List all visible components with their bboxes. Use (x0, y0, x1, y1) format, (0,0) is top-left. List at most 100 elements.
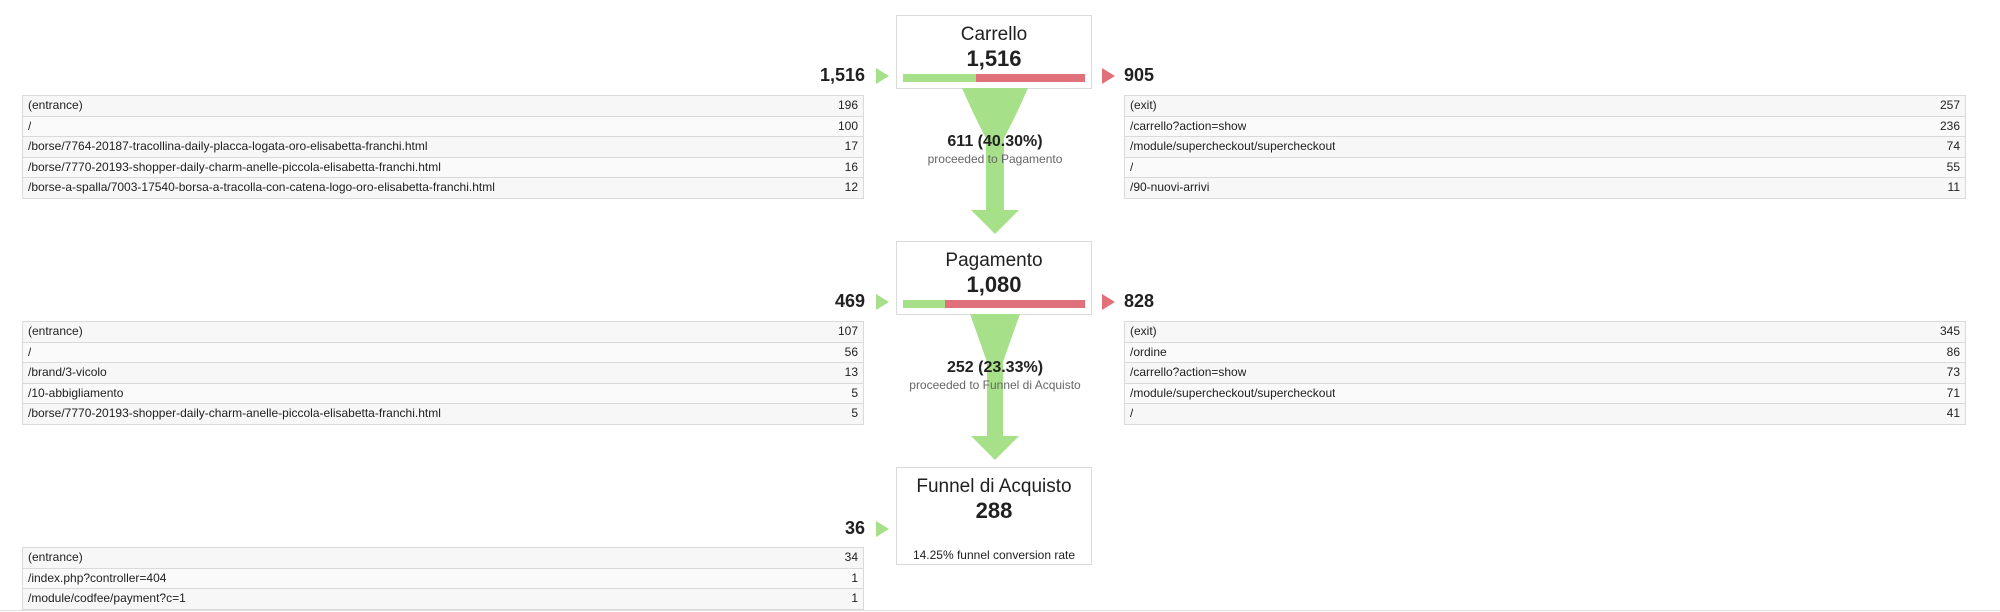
table-row[interactable]: / 100 (22, 116, 864, 138)
funnel-step-pagamento: Pagamento 1,080 (896, 241, 1092, 315)
page-path: /carrello?action=show (1130, 365, 1247, 380)
table-row[interactable]: /borse/7764-20187-tracollina-daily-placc… (22, 137, 864, 158)
page-path: /module/supercheckout/supercheckout (1130, 385, 1336, 400)
page-count: 41 (1946, 406, 1960, 421)
step-value: 1,080 (966, 272, 1022, 297)
flow-text-1: 611 (40.30%) proceeded to Pagamento (880, 132, 1110, 167)
page-path: / (1130, 159, 1134, 174)
entrance-table: (entrance) 107 / 56 /brand/3-vicolo 13 /10-… (22, 321, 864, 425)
entries-arrow-icon (876, 68, 889, 84)
table-row[interactable]: (exit) 345 (1124, 322, 1966, 343)
table-row[interactable]: /90-nuovi-arrivi 11 (1124, 178, 1966, 199)
table-row[interactable]: /ordine 86 (1124, 342, 1966, 364)
page-path: /module/codfee/payment?c=1 (28, 591, 186, 606)
table-row[interactable]: (entrance) 107 (22, 322, 864, 343)
table-row[interactable]: /borse/7770-20193-shopper-daily-charm-an… (22, 157, 864, 179)
table-row[interactable]: (entrance) 196 (22, 96, 864, 117)
exits-arrow-icon (1102, 68, 1115, 84)
entries-arrow-icon (876, 294, 889, 310)
page-path: / (28, 118, 32, 133)
exit-bar (976, 74, 1085, 82)
bottom-divider (0, 610, 2000, 611)
table-row[interactable]: /brand/3-vicolo 13 (22, 363, 864, 384)
table-row[interactable]: /borse-a-spalla/7003-17540-borsa-a-traco… (22, 178, 864, 199)
page-count: 55 (1946, 159, 1960, 174)
page-count: 1 (851, 591, 858, 606)
page-count: 345 (1939, 324, 1960, 338)
page-path: /10-abbigliamento (28, 385, 124, 400)
proceed-bar (903, 300, 946, 308)
table-row[interactable]: (entrance) 34 (22, 548, 864, 569)
page-path: /borse/7770-20193-shopper-daily-charm-an… (28, 406, 441, 421)
page-count: 5 (851, 406, 858, 421)
funnel-step-carrello: Carrello 1,516 (896, 15, 1092, 89)
conversion-rate: 14.25% funnel conversion rate (912, 548, 1076, 562)
page-path: (entrance) (28, 550, 83, 564)
funnel-step-funnel-di-acquisto: Funnel di Acquisto 288 14.25% funnel con… (896, 467, 1092, 565)
step-name: Carrello (960, 24, 1028, 45)
page-count: 257 (1939, 98, 1960, 112)
flow-shape (962, 88, 1028, 234)
table-row[interactable]: /carrello?action=show 236 (1124, 116, 1966, 138)
table-row[interactable]: /module/codfee/payment?c=1 1 (22, 589, 864, 610)
flow-text-2: 252 (23.33%) proceeded to Funnel di Acqu… (880, 358, 1110, 393)
flow-label: proceeded to Funnel di Acquisto (909, 378, 1081, 392)
page-path: /borse-a-spalla/7003-17540-borsa-a-traco… (28, 180, 495, 195)
page-count: 17 (844, 139, 858, 154)
page-count: 100 (837, 118, 858, 133)
page-path: / (1130, 406, 1134, 421)
entries-count: 36 (844, 518, 865, 538)
flow-shape (970, 314, 1020, 460)
table-row[interactable]: /10-abbigliamento 5 (22, 383, 864, 405)
flow-funnel-2 (970, 314, 1020, 460)
page-path: (entrance) (28, 98, 83, 112)
page-count: 5 (851, 385, 858, 400)
step-name: Funnel di Acquisto (916, 476, 1072, 497)
step-value: 1,516 (966, 46, 1022, 71)
page-path: /ordine (1130, 344, 1167, 359)
flow-value: 611 (40.30%) (947, 133, 1043, 150)
page-count: 71 (1946, 385, 1960, 400)
page-path: / (28, 344, 32, 359)
page-path: /module/supercheckout/supercheckout (1130, 139, 1336, 154)
step-value: 288 (975, 498, 1013, 523)
table-row[interactable]: /index.php?controller=404 1 (22, 568, 864, 590)
page-count: 74 (1946, 139, 1960, 154)
table-row[interactable]: / 55 (1124, 157, 1966, 179)
entries-count: 469 (834, 291, 865, 311)
flow-funnel-1 (962, 88, 1028, 234)
step-name: Pagamento (945, 250, 1043, 271)
table-row[interactable]: (exit) 257 (1124, 96, 1966, 117)
page-path: (entrance) (28, 324, 83, 338)
entrance-table: (entrance) 34 /index.php?controller=404 1 … (22, 547, 864, 610)
flow-label: proceeded to Pagamento (927, 152, 1063, 166)
table-row[interactable]: /module/supercheckout/supercheckout 71 (1124, 383, 1966, 405)
page-path: /borse/7764-20187-tracollina-daily-placc… (28, 139, 428, 154)
page-path: /brand/3-vicolo (28, 365, 107, 380)
proceed-exit-bar (903, 74, 1085, 82)
exit-bar (945, 300, 1085, 308)
exits-count: 905 (1124, 65, 1155, 85)
page-path: /index.php?controller=404 (28, 570, 167, 585)
page-count: 73 (1946, 365, 1960, 380)
table-row[interactable]: /module/supercheckout/supercheckout 74 (1124, 137, 1966, 158)
table-row[interactable]: /carrello?action=show 73 (1124, 363, 1966, 384)
page-count: 16 (844, 159, 858, 174)
page-count: 86 (1946, 344, 1960, 359)
page-path: /carrello?action=show (1130, 118, 1247, 133)
table-row[interactable]: /borse/7770-20193-shopper-daily-charm-an… (22, 404, 864, 425)
proceed-exit-bar (903, 300, 1085, 308)
table-row[interactable]: / 41 (1124, 404, 1966, 425)
exits-arrow-icon (1102, 294, 1115, 310)
page-path: /90-nuovi-arrivi (1130, 180, 1210, 195)
exit-table: (exit) 345 /ordine 86 /carrello?action=sho… (1124, 321, 1966, 425)
page-path: (exit) (1130, 98, 1157, 112)
exit-table: (exit) 257 /carrello?action=show 236 /modu… (1124, 95, 1966, 199)
entries-count: 1,516 (819, 65, 865, 85)
entries-arrow-icon (876, 521, 889, 537)
page-count: 12 (844, 180, 858, 195)
table-row[interactable]: / 56 (22, 342, 864, 364)
flow-value: 252 (23.33%) (946, 359, 1044, 376)
page-path: /borse/7770-20193-shopper-daily-charm-an… (28, 159, 441, 174)
page-count: 107 (837, 324, 858, 338)
